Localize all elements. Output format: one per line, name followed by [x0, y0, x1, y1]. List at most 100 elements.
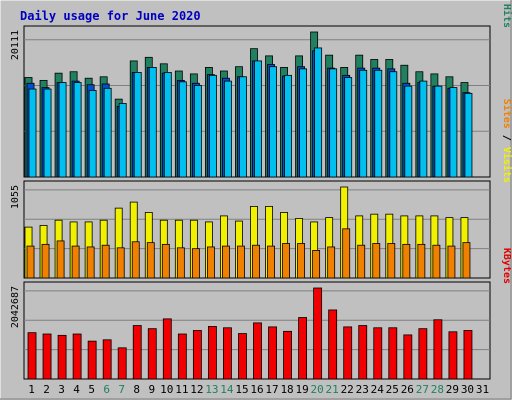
bar-kbytes-day-15: [238, 333, 247, 380]
x-tick-label-day-21: 21: [326, 383, 339, 396]
legend-entry: /: [501, 0, 512, 4]
bar-sites-day-10: [161, 243, 170, 279]
bar-kbytes-day-5: [87, 340, 97, 380]
bar-sites-day-8: [131, 241, 140, 279]
bar-kbytes-day-26: [403, 334, 413, 380]
bar-sites-day-25: [387, 243, 396, 279]
bar-kbytes-day-16: [253, 322, 262, 380]
bar-kbytes-day-13: [207, 326, 217, 380]
x-tick-label-day-5: 5: [88, 383, 95, 396]
bar-sites-day-26: [402, 243, 411, 279]
legend-visits: Sites / Visits: [501, 99, 512, 183]
bar-pages-day-12: [193, 85, 202, 178]
bar-pages-day-20: [314, 47, 323, 178]
bar-sites-day-19: [297, 243, 306, 279]
bar-sites-day-13: [206, 246, 215, 279]
bar-sites-day-4: [71, 245, 80, 279]
x-tick-label-day-11: 11: [175, 383, 188, 396]
bar-sites-day-14: [222, 245, 230, 279]
bar-kbytes-day-14: [223, 327, 232, 380]
legend-entry: Sites: [501, 99, 512, 129]
bar-sites-day-3: [56, 240, 65, 279]
bar-kbytes-day-19: [298, 317, 308, 380]
x-tick-label-day-29: 29: [446, 383, 459, 396]
x-tick-label-day-24: 24: [371, 383, 385, 396]
x-tick-label-day-16: 16: [250, 383, 263, 396]
x-tick-label-day-9: 9: [148, 383, 155, 396]
legend-entry: Visits: [501, 147, 512, 183]
x-tick-label-day-7: 7: [118, 383, 125, 396]
bar-kbytes-day-12: [192, 330, 202, 380]
bar-kbytes-day-6: [102, 339, 112, 380]
bar-kbytes-day-29: [448, 331, 458, 380]
bar-kbytes-day-22: [343, 326, 353, 380]
bar-pages-day-24: [374, 69, 383, 178]
x-tick-label-day-20: 20: [311, 383, 324, 396]
bar-kbytes-day-1: [27, 332, 37, 380]
bar-pages-day-5: [88, 90, 97, 178]
bar-sites-day-6: [101, 244, 110, 279]
bar-kbytes-day-7: [117, 347, 127, 380]
max-value-label-hits: 20111: [10, 30, 21, 60]
bar-sites-day-30: [462, 242, 471, 279]
bar-pages-day-27: [419, 80, 428, 178]
x-tick-label-day-8: 8: [133, 383, 140, 396]
bar-sites-day-9: [146, 242, 155, 279]
x-tick-label-day-10: 10: [160, 383, 173, 396]
x-tick-label-day-4: 4: [73, 383, 80, 396]
bar-kbytes-day-3: [57, 334, 67, 380]
x-tick-label-day-19: 19: [295, 383, 308, 396]
x-tick-label-day-13: 13: [205, 383, 218, 396]
bar-pages-day-11: [178, 81, 187, 178]
bar-pages-day-29: [449, 87, 458, 178]
bar-pages-day-17: [269, 66, 277, 178]
bar-pages-day-16: [254, 60, 262, 178]
bar-pages-day-8: [133, 72, 142, 178]
bar-kbytes-day-30: [463, 330, 473, 380]
x-tick-label-day-3: 3: [58, 383, 65, 396]
bar-sites-day-17: [267, 245, 275, 279]
bar-pages-day-23: [359, 69, 368, 178]
x-tick-label-day-12: 12: [190, 383, 203, 396]
bar-kbytes-day-24: [373, 327, 383, 380]
bar-pages-day-7: [118, 103, 127, 178]
legend-entry: KBytes: [501, 248, 512, 284]
bar-sites-day-28: [432, 244, 441, 279]
bar-kbytes-day-20: [313, 287, 323, 380]
x-tick-label-day-26: 26: [401, 383, 414, 396]
bar-sites-day-21: [327, 246, 336, 279]
x-tick-label-day-14: 14: [220, 383, 234, 396]
bar-pages-day-10: [163, 72, 172, 178]
bar-pages-day-14: [224, 80, 232, 178]
bar-pages-day-28: [434, 85, 443, 178]
bar-sites-day-1: [26, 245, 35, 279]
bar-kbytes-day-21: [328, 309, 338, 380]
bar-kbytes-day-27: [418, 328, 428, 380]
x-tick-label-day-2: 2: [43, 383, 50, 396]
bar-sites-day-16: [252, 244, 260, 279]
bar-pages-day-19: [299, 68, 308, 178]
x-tick-label-day-18: 18: [280, 383, 293, 396]
x-tick-label-day-6: 6: [103, 383, 110, 396]
bar-kbytes-day-11: [177, 333, 187, 380]
bar-kbytes-day-2: [42, 333, 52, 380]
legend-entry: Hits: [501, 4, 512, 28]
x-tick-label-day-28: 28: [431, 383, 444, 396]
bar-sites-day-29: [447, 245, 456, 279]
bar-pages-day-6: [103, 87, 112, 178]
bar-sites-day-12: [191, 248, 200, 279]
x-tick-label-day-22: 22: [341, 383, 354, 396]
x-tick-label-day-15: 15: [235, 383, 248, 396]
bar-pages-day-25: [389, 71, 398, 178]
legend-entry: /: [501, 129, 512, 147]
x-tick-label-day-17: 17: [265, 383, 278, 396]
panel-kbytes: 2042687 KBytes: [10, 248, 512, 380]
bar-pages-day-13: [208, 74, 217, 178]
x-tick-label-day-31: 31: [476, 383, 489, 396]
bar-kbytes-day-18: [283, 330, 292, 380]
bar-pages-day-9: [148, 67, 157, 178]
panel-visits: 1055 Sites / Visits: [10, 99, 512, 279]
bar-sites-day-7: [116, 247, 125, 279]
bar-pages-day-26: [404, 85, 413, 178]
bar-sites-day-22: [342, 228, 351, 279]
